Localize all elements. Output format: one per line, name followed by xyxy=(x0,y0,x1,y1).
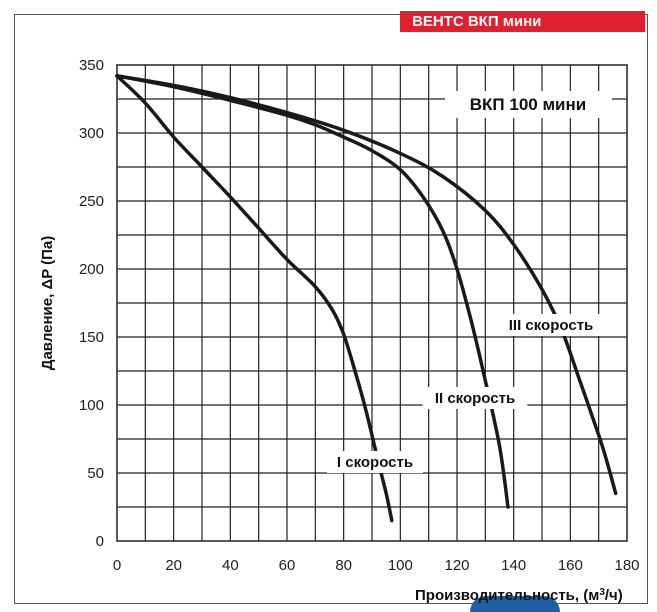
curve-label-bg xyxy=(494,314,608,336)
curve-series-2 xyxy=(115,74,510,509)
x-tick-label: 0 xyxy=(113,557,121,574)
curve-label-bg xyxy=(422,387,528,409)
x-tick-label: 160 xyxy=(558,557,583,574)
y-tick-label: 200 xyxy=(79,261,104,278)
x-tick-label: 100 xyxy=(388,557,413,574)
chart-frame xyxy=(14,14,648,604)
y-tick-label: 150 xyxy=(79,329,104,346)
y-tick-label: 350 xyxy=(79,57,104,74)
curves xyxy=(115,74,618,523)
y-tick-label: 100 xyxy=(79,397,104,414)
curve-series-1 xyxy=(115,74,394,523)
y-tick-labels: 0 50 100 150 200 250 300 350 xyxy=(79,57,104,550)
curve-label-bg xyxy=(327,451,423,473)
y-tick-label: 0 xyxy=(96,533,104,550)
chart-title-box: ВКП 100 мини xyxy=(445,91,612,118)
curve-label-3: III скорость xyxy=(509,317,594,334)
curve-label-1: I скорость xyxy=(337,454,413,471)
y-tick-label: 300 xyxy=(79,125,104,142)
curve-label-2: II скорость xyxy=(435,390,515,407)
curve-labels: I скорость II скорость III скорость xyxy=(327,314,608,473)
x-tick-label: 80 xyxy=(335,557,352,574)
x-tick-label: 140 xyxy=(501,557,526,574)
chart-title: ВКП 100 мини xyxy=(470,95,586,114)
x-tick-label: 40 xyxy=(222,557,239,574)
x-axis-title: Производительность, (м3/ч) xyxy=(415,587,623,605)
x-tick-label: 60 xyxy=(279,557,296,574)
x-tick-labels: 0 20 40 60 80 100 120 140 160 180 xyxy=(113,557,640,574)
x-tick-label: 20 xyxy=(165,557,182,574)
brand-banner: ВЕНТС ВКП мини xyxy=(400,11,645,32)
y-axis-title: Давление, ΔP (Па) xyxy=(39,236,56,370)
x-tick-label: 180 xyxy=(614,557,639,574)
y-tick-label: 250 xyxy=(79,193,104,210)
y-tick-label: 50 xyxy=(87,465,104,482)
curve-series-3 xyxy=(115,74,618,496)
x-tick-label: 120 xyxy=(444,557,469,574)
